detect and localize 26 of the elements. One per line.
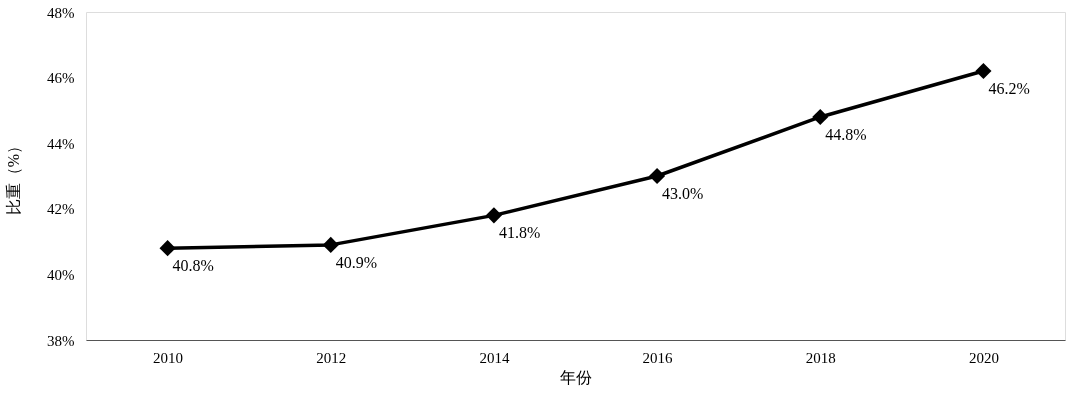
- y-axis-title: 比重（%）: [5, 137, 22, 216]
- point: [485, 207, 502, 224]
- y-tick-label: 40%: [47, 266, 75, 283]
- y-tick-label: 44%: [47, 135, 75, 152]
- data-label: 40.8%: [172, 257, 214, 275]
- x-tick-label: 2010: [153, 349, 184, 366]
- point: [322, 236, 339, 253]
- y-tick-label: 42%: [47, 201, 75, 218]
- data-label: 43.0%: [662, 185, 704, 202]
- x-tick-label: 2012: [316, 349, 347, 366]
- point: [975, 62, 992, 80]
- y-tick-label: 48%: [47, 4, 75, 21]
- x-axis-title: 年份: [560, 368, 592, 386]
- point: [649, 167, 666, 185]
- y-tick-label: 38%: [47, 332, 75, 349]
- data-label: 41.8%: [498, 224, 541, 242]
- data-label: 46.2%: [988, 80, 1030, 98]
- x-tick-label: 2014: [479, 349, 510, 366]
- x-tick-label: 2018: [805, 349, 836, 366]
- data-label: 44.8%: [825, 125, 867, 143]
- point: [812, 108, 829, 126]
- data-label: 40.9%: [335, 253, 378, 271]
- x-tick-label: 2016: [642, 349, 674, 366]
- y-tick-label: 46%: [47, 70, 75, 87]
- point: [159, 240, 176, 257]
- x-tick-label: 2020: [968, 349, 999, 366]
